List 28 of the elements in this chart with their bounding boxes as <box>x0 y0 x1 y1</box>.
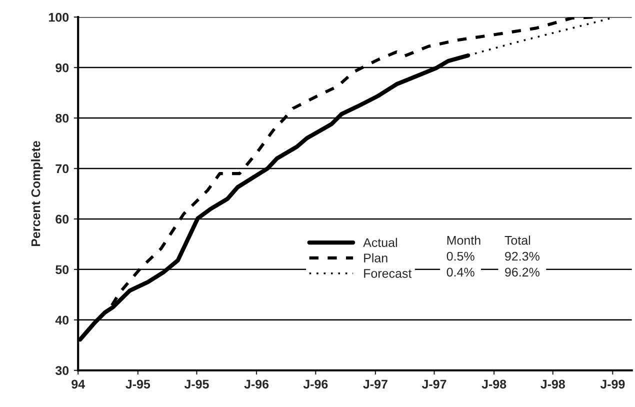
annotation: 0.4% <box>446 268 474 277</box>
y-tick-label: 90 <box>56 63 69 72</box>
x-tick-label: J-97 <box>363 380 388 389</box>
x-tick-label: 94 <box>72 380 85 389</box>
annotation: 96.2% <box>505 268 540 277</box>
y-tick-label: 100 <box>49 12 69 22</box>
x-tick-label: J-95 <box>184 380 209 389</box>
x-tick-label: J-96 <box>244 380 269 389</box>
x-tick-label: J-96 <box>303 380 328 389</box>
y-tick-label: 30 <box>55 366 69 376</box>
annotation: Month <box>447 236 480 245</box>
annotation: 92.3% <box>505 252 540 261</box>
x-tick-label: J-99 <box>600 380 625 389</box>
legend-label: Actual <box>363 238 397 248</box>
y-tick-label: 70 <box>56 164 69 174</box>
y-tick-label: 60 <box>56 214 69 224</box>
annotation: Total <box>504 236 530 245</box>
annotation: 0.5% <box>446 252 474 261</box>
y-tick-label: 40 <box>55 316 69 325</box>
legend-label: Plan <box>364 253 388 262</box>
y-axis-title: Percent Complete <box>31 141 43 246</box>
x-tick-label: J-98 <box>482 380 506 389</box>
y-tick-label: 50 <box>56 265 69 274</box>
x-tick-label: J-97 <box>422 380 446 389</box>
legend-label: Forecast <box>364 269 412 278</box>
x-tick-label: J-98 <box>540 380 565 389</box>
x-tick-label: J-95 <box>126 380 150 389</box>
y-tick-label: 80 <box>56 114 69 123</box>
